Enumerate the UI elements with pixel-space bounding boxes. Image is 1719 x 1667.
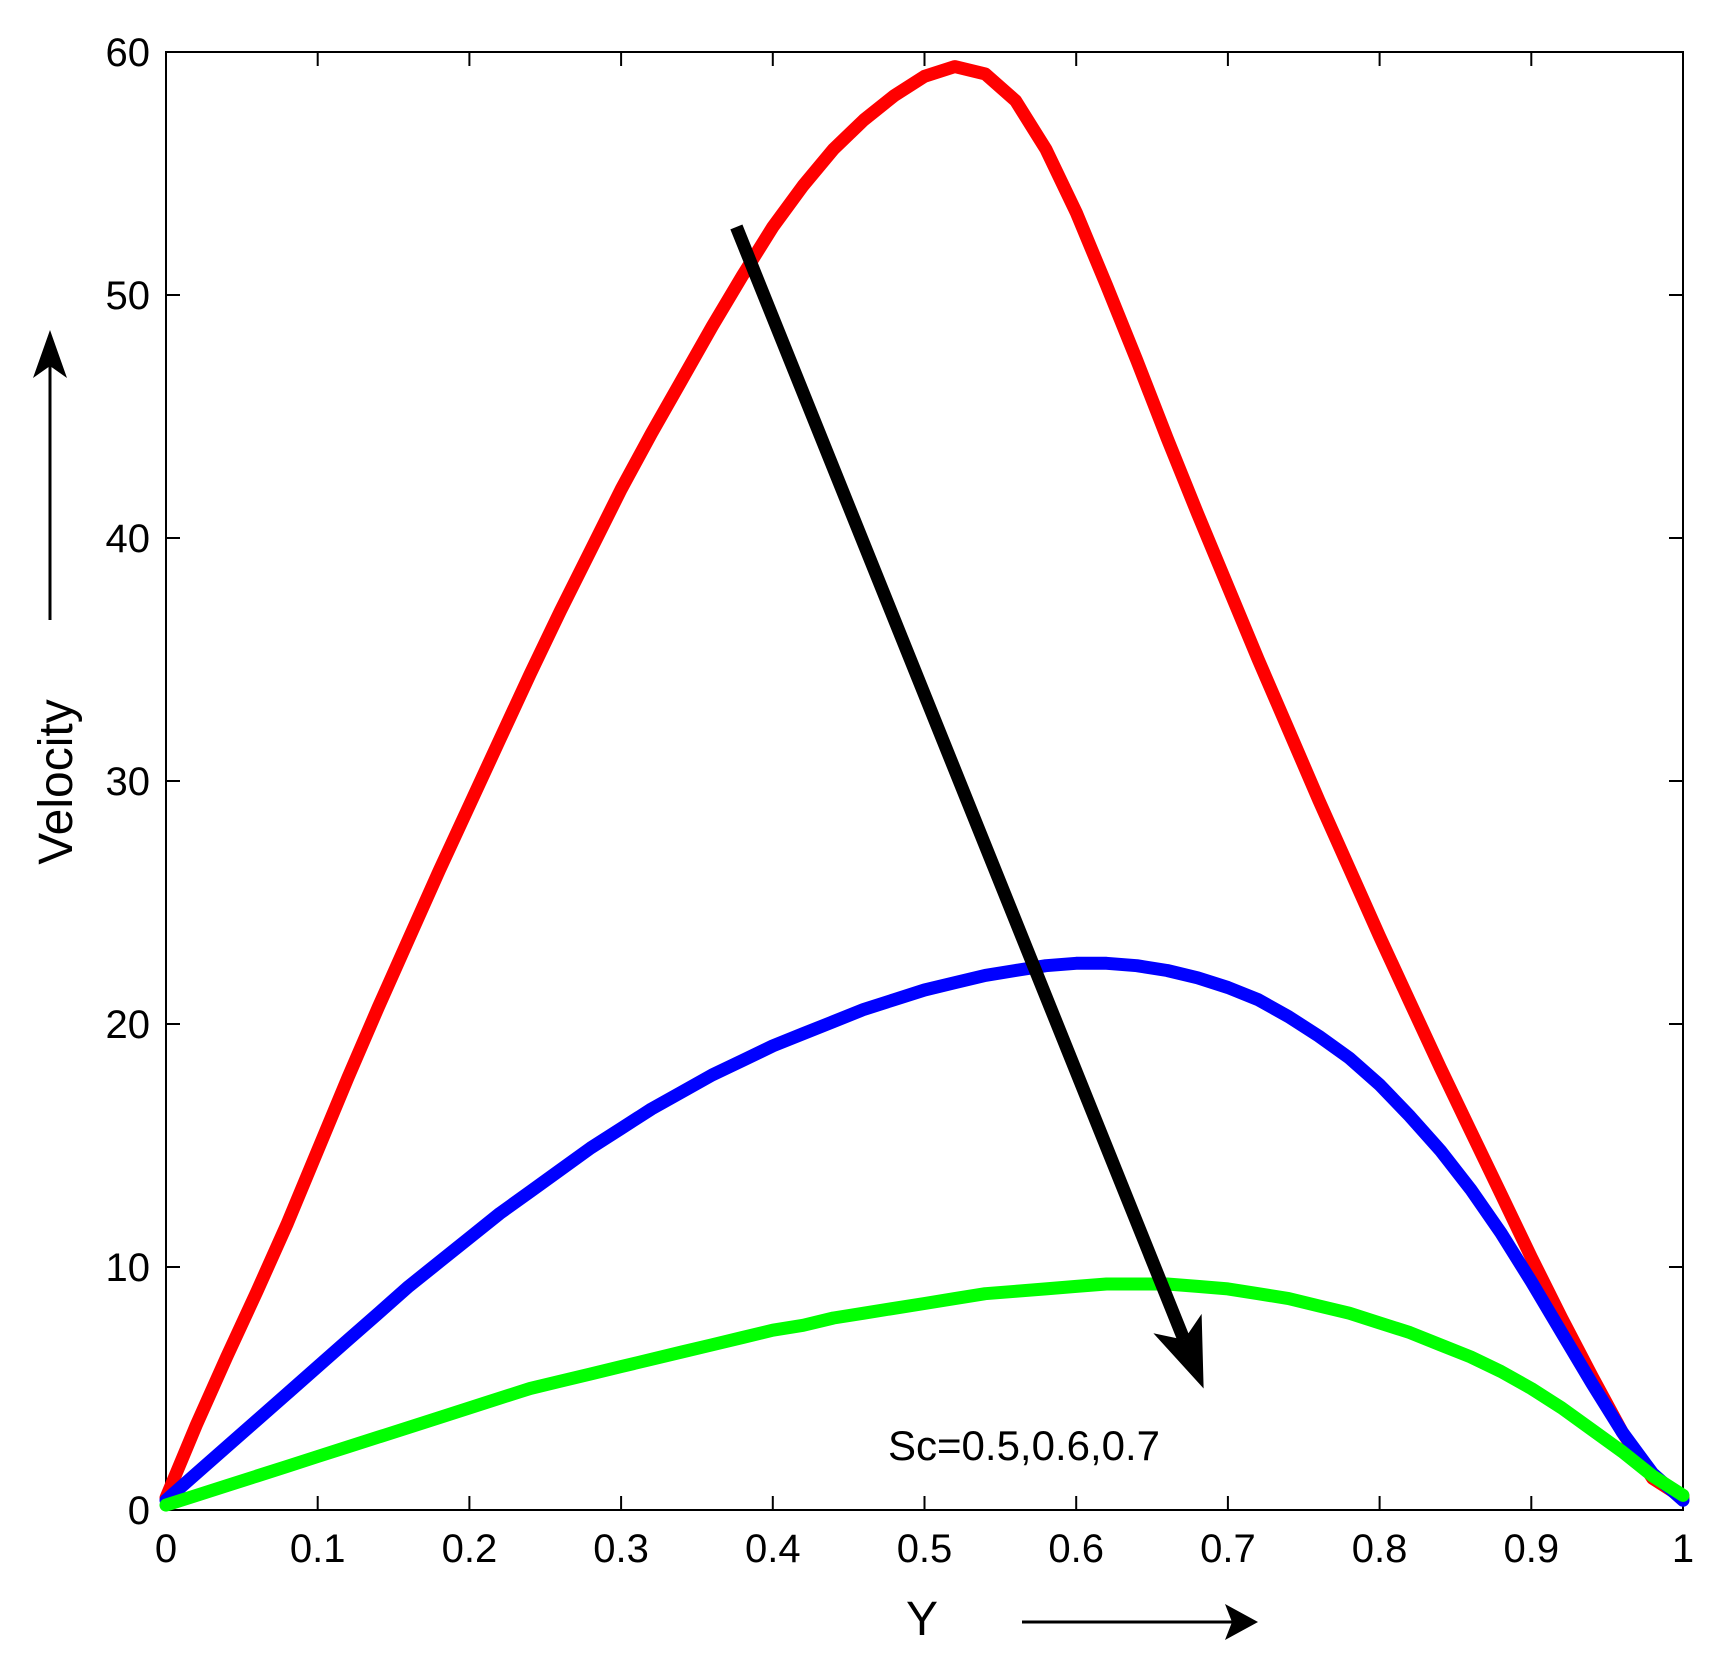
x-tick-label: 0.2 bbox=[442, 1527, 498, 1571]
x-tick-label: 0.7 bbox=[1200, 1527, 1256, 1571]
annotation-layer bbox=[730, 224, 1204, 1389]
annotation-arrow-shaft bbox=[730, 224, 1191, 1343]
x-tick-label: 0.8 bbox=[1352, 1527, 1408, 1571]
x-tick-label: 0.1 bbox=[290, 1527, 346, 1571]
x-tick-label: 0.6 bbox=[1048, 1527, 1104, 1571]
annotation-arrow-head bbox=[1153, 1313, 1204, 1389]
x-tick-label: 1 bbox=[1672, 1527, 1694, 1571]
y-tick-label: 60 bbox=[106, 31, 151, 75]
x-tick-label: 0.3 bbox=[593, 1527, 649, 1571]
x-tick-label: 0.4 bbox=[745, 1527, 801, 1571]
annotation-text: Sc=0.5,0.6,0.7 bbox=[888, 1422, 1160, 1469]
x-tick-label: 0.5 bbox=[897, 1527, 953, 1571]
x-axis-direction-arrow bbox=[1022, 1604, 1258, 1640]
y-tick-label: 20 bbox=[106, 1003, 151, 1047]
y-tick-label: 30 bbox=[106, 760, 151, 804]
series-layer bbox=[159, 60, 1690, 1512]
y-tick-label: 0 bbox=[128, 1489, 150, 1533]
axis-ticks: 0 0.1 0.2 0.3 0.4 0.5 0.6 0.7 0.8 0.9 101020304050… bbox=[106, 31, 1695, 1571]
series-line-2 bbox=[159, 956, 1690, 1507]
y-tick-label: 10 bbox=[106, 1246, 151, 1290]
x-axis-label: Y bbox=[906, 1593, 938, 1646]
x-tick-label: 0.9 bbox=[1503, 1527, 1559, 1571]
y-axis-label: Velocity bbox=[30, 699, 83, 864]
series-line-1 bbox=[159, 60, 1690, 1505]
y-axis-direction-arrow bbox=[33, 330, 67, 620]
y-tick-label: 40 bbox=[106, 517, 151, 561]
y-tick-label: 50 bbox=[106, 274, 151, 318]
series-line-3 bbox=[159, 1277, 1690, 1512]
x-tick-label: 0 bbox=[155, 1527, 177, 1571]
